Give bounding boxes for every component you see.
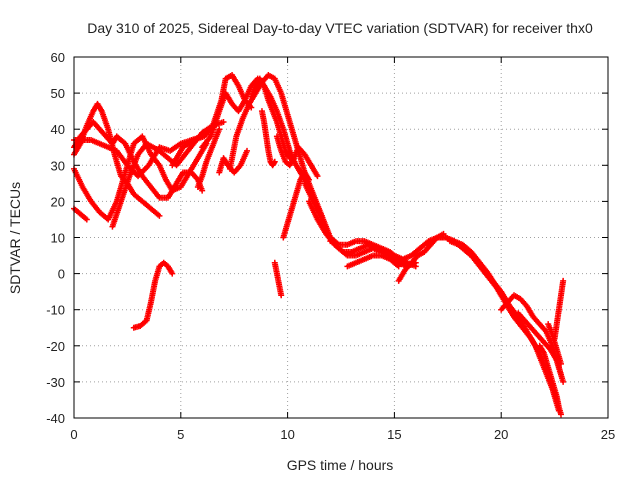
x-tick-label: 5: [177, 427, 184, 442]
grid-lines: [74, 57, 608, 418]
x-tick-label: 25: [601, 427, 615, 442]
x-axis-label: GPS time / hours: [287, 457, 394, 473]
y-tick-label: -20: [46, 339, 65, 354]
series-track-30: [545, 321, 565, 367]
y-tick-label: 10: [51, 231, 65, 246]
data-points: [71, 72, 567, 418]
series-track-21: [344, 252, 402, 270]
series-track-17: [271, 259, 285, 299]
data-point: [558, 360, 565, 367]
y-axis-label: SDTVAR / TECUs: [7, 182, 23, 294]
series-track-14: [258, 108, 278, 169]
series-track-13: [194, 126, 223, 190]
axis-ticks: 0 5 10 15 20 25 -40 -30 -20 -10 0 10 20 30 40 50 60: [46, 50, 615, 442]
series-track-12: [216, 147, 251, 176]
data-point: [558, 411, 565, 418]
data-point: [560, 378, 567, 385]
x-tick-label: 10: [280, 427, 294, 442]
y-tick-label: -40: [46, 411, 65, 426]
series-track-7: [130, 259, 176, 331]
x-tick-label: 0: [70, 427, 77, 442]
y-tick-label: 20: [51, 194, 65, 209]
data-point: [169, 270, 176, 277]
data-point: [244, 147, 251, 154]
y-tick-label: 50: [51, 86, 65, 101]
y-tick-label: 60: [51, 50, 65, 65]
data-point: [314, 173, 321, 180]
x-tick-label: 20: [494, 427, 508, 442]
series-track-11: [248, 75, 293, 162]
data-point: [395, 263, 402, 270]
series-track-28: [536, 342, 565, 418]
data-point: [216, 126, 223, 133]
series-track-15: [273, 133, 321, 180]
series-track-27: [515, 310, 565, 378]
data-point: [305, 176, 312, 183]
y-tick-label: -10: [46, 303, 65, 318]
data-point: [83, 216, 90, 223]
data-point: [220, 118, 227, 125]
data-point: [560, 277, 567, 284]
y-tick-label: -30: [46, 375, 65, 390]
series-track-20: [327, 238, 419, 270]
data-point: [278, 292, 285, 299]
chart-title: Day 310 of 2025, Sidereal Day-to-day VTE…: [87, 20, 593, 36]
data-point: [156, 212, 163, 219]
series-track-6: [71, 205, 90, 223]
data-point: [412, 263, 419, 270]
y-tick-label: 30: [51, 158, 65, 173]
y-tick-label: 40: [51, 122, 65, 137]
data-point: [199, 187, 206, 194]
y-tick-label: 0: [58, 267, 65, 282]
data-point: [558, 371, 565, 378]
series-track-3: [71, 133, 210, 223]
series-track-16: [280, 169, 312, 241]
data-point: [271, 158, 278, 165]
x-tick-label: 15: [387, 427, 401, 442]
